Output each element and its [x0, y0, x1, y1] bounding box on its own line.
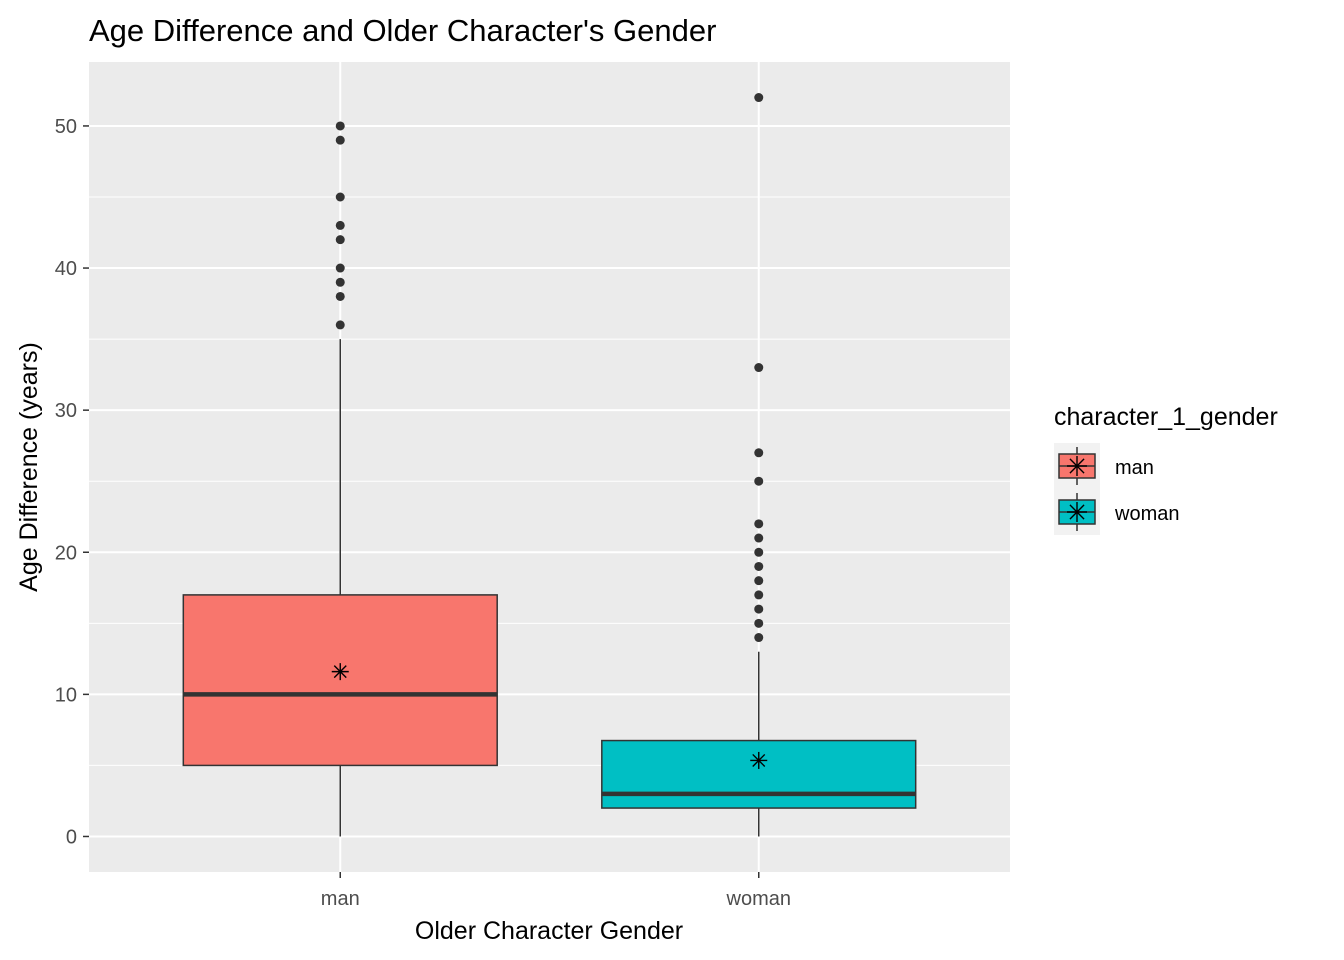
box-man [182, 121, 498, 837]
outlier-point [754, 533, 764, 543]
box-layer [182, 93, 917, 837]
outlier-point [335, 192, 345, 202]
y-tick-label: 20 [55, 542, 77, 564]
outlier-point [754, 576, 764, 586]
outlier-point [754, 590, 764, 600]
outlier-point [335, 263, 345, 273]
legend-key-mean-marker [1067, 502, 1087, 522]
outlier-point [754, 363, 764, 373]
legend-label: woman [1114, 503, 1179, 525]
box-woman [601, 93, 917, 837]
y-axis: 0 10 20 30 40 50 [55, 116, 89, 848]
legend-item-man: man [1054, 443, 1154, 489]
outlier-point [335, 320, 345, 330]
outlier-point [335, 220, 345, 230]
legend-label: man [1115, 457, 1154, 479]
outlier-point [754, 633, 764, 643]
x-tick-label: man [321, 888, 360, 910]
y-tick-label: 40 [55, 258, 77, 280]
outlier-point [754, 448, 764, 458]
outlier-point [754, 93, 764, 103]
outlier-point [335, 235, 345, 245]
outlier-point [335, 277, 345, 287]
iqr-box [182, 594, 498, 767]
grid-lines [89, 62, 1010, 872]
mean-marker [750, 751, 768, 769]
y-tick-label: 30 [55, 400, 77, 422]
outlier-point [754, 519, 764, 529]
outlier-point [335, 291, 345, 301]
legend-key-mean-marker [1067, 456, 1087, 476]
outlier-point [754, 561, 764, 571]
legend: character_1_gender man woman [1054, 403, 1278, 535]
y-tick-label: 50 [55, 116, 77, 138]
chart-title: Age Difference and Older Character's Gen… [89, 13, 716, 48]
iqr-box [601, 739, 917, 809]
outlier-point [754, 618, 764, 628]
legend-title: character_1_gender [1054, 403, 1278, 431]
legend-item-woman: woman [1054, 489, 1179, 535]
outlier-point [335, 135, 345, 145]
y-tick-label: 0 [66, 826, 77, 848]
x-tick-label: woman [726, 888, 791, 910]
outlier-point [754, 604, 764, 614]
x-axis-title: Older Character Gender [415, 917, 683, 945]
x-axis: man woman [321, 872, 791, 910]
outlier-point [335, 121, 345, 131]
outlier-point [754, 476, 764, 486]
mean-marker [331, 663, 349, 681]
outlier-point [754, 547, 764, 557]
y-tick-label: 10 [55, 684, 77, 706]
y-axis-title: Age Difference (years) [15, 342, 43, 592]
